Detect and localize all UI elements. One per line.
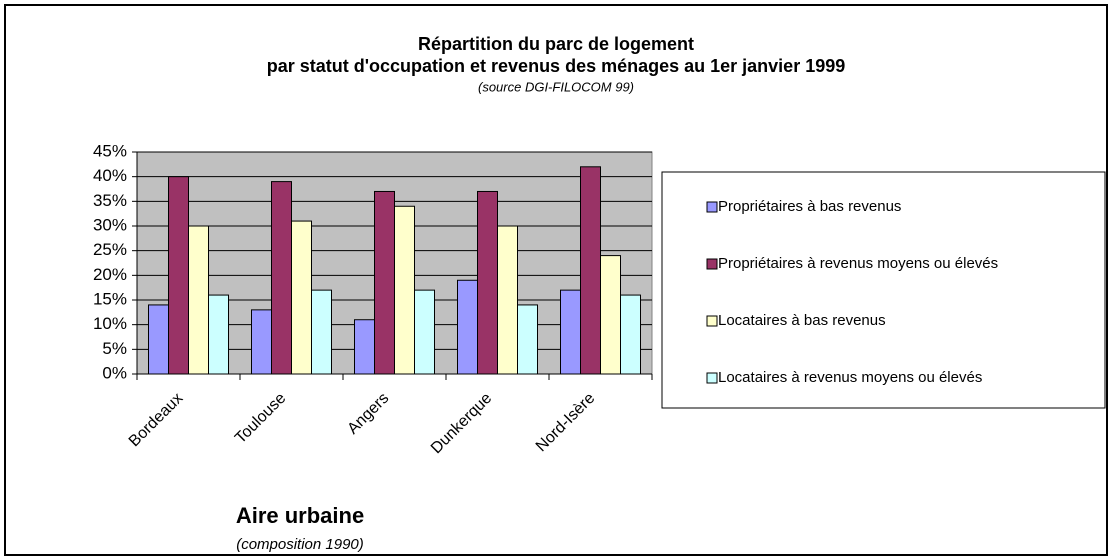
bar xyxy=(271,181,292,375)
y-tick-label: 40% xyxy=(93,166,127,185)
chart-title: par statut d'occupation et revenus des m… xyxy=(267,56,846,76)
bar xyxy=(208,294,229,375)
legend-label: Propriétaires à revenus moyens ou élevés xyxy=(718,255,998,272)
bar xyxy=(354,319,375,375)
bar xyxy=(457,279,478,375)
x-axis-subtitle: (composition 1990) xyxy=(236,536,364,553)
bar xyxy=(560,289,581,375)
y-tick-label: 20% xyxy=(93,265,127,284)
bar xyxy=(517,304,538,375)
legend-label: Locataires à bas revenus xyxy=(718,312,886,329)
y-tick-label: 45% xyxy=(93,141,127,160)
bar xyxy=(414,289,435,375)
bar xyxy=(580,166,601,375)
bar xyxy=(251,309,272,375)
legend-swatch xyxy=(706,258,718,270)
legend-swatch xyxy=(706,201,718,213)
legend-label: Locataires à revenus moyens ou élevés xyxy=(718,369,982,386)
y-tick-label: 25% xyxy=(93,240,127,259)
bar xyxy=(620,294,641,375)
bar xyxy=(291,220,312,375)
bar xyxy=(600,255,621,375)
bar xyxy=(148,304,169,375)
bar xyxy=(477,190,498,375)
bar xyxy=(168,176,189,375)
y-tick-label: 35% xyxy=(93,191,127,210)
x-axis-title: Aire urbaine xyxy=(236,503,364,528)
y-tick-label: 0% xyxy=(102,363,127,382)
chart-title: Répartition du parc de logement xyxy=(418,34,694,54)
legend-box xyxy=(661,171,1106,409)
y-tick-label: 5% xyxy=(102,339,127,358)
y-tick-label: 10% xyxy=(93,314,127,333)
y-tick-label: 30% xyxy=(93,215,127,234)
bar xyxy=(394,205,415,375)
y-tick-label: 15% xyxy=(93,289,127,308)
bar xyxy=(497,225,518,375)
legend-swatch xyxy=(706,372,718,384)
legend-swatch xyxy=(706,315,718,327)
bar xyxy=(374,190,395,375)
chart-subtitle: (source DGI-FILOCOM 99) xyxy=(478,79,634,94)
bar xyxy=(311,289,332,375)
bar xyxy=(188,225,209,375)
legend-label: Propriétaires à bas revenus xyxy=(718,198,901,215)
